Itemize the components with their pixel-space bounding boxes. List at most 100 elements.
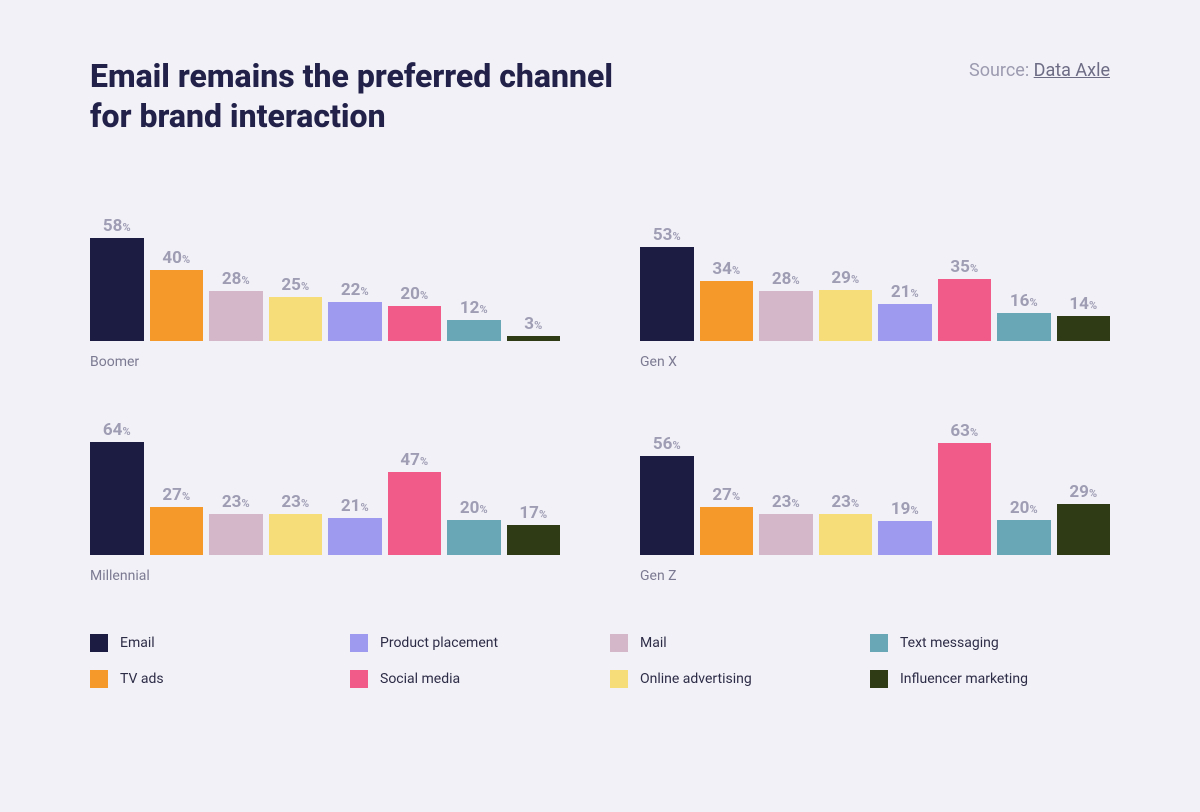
bar-rect xyxy=(90,238,144,341)
bar-rect xyxy=(90,442,144,555)
legend-label: Influencer marketing xyxy=(900,671,1028,687)
bar: 35% xyxy=(938,192,992,341)
bar-value-label: 14% xyxy=(1069,294,1097,314)
bar: 28% xyxy=(209,192,263,341)
bar: 23% xyxy=(819,406,873,555)
bar: 29% xyxy=(1057,406,1111,555)
bar-value-label: 56% xyxy=(653,434,681,454)
bar-rect xyxy=(388,472,442,555)
bar: 40% xyxy=(150,192,204,341)
chart-title: Email remains the preferred channel for … xyxy=(90,56,650,136)
bar-group: 56% 27% 23% 23% 19% 63% 20% 29% xyxy=(640,406,1110,556)
bar-rect xyxy=(209,291,263,341)
bar-rect xyxy=(640,456,694,555)
bar-rect xyxy=(878,304,932,341)
bar: 56% xyxy=(640,406,694,555)
legend-item: Influencer marketing xyxy=(870,670,1110,688)
bar-value-label: 21% xyxy=(891,282,919,302)
bar: 28% xyxy=(759,192,813,341)
bar-value-label: 20% xyxy=(1010,498,1038,518)
bar: 34% xyxy=(700,192,754,341)
bar: 20% xyxy=(388,192,442,341)
legend-label: Social media xyxy=(380,671,460,687)
bar-value-label: 53% xyxy=(653,225,681,245)
bar-rect xyxy=(209,514,263,555)
bar-rect xyxy=(819,514,873,555)
legend-swatch xyxy=(610,634,628,652)
legend-label: Email xyxy=(120,635,155,651)
legend-item: Product placement xyxy=(350,634,590,652)
bar-rect xyxy=(447,320,501,341)
chart-panel: 64%27%23%23%21%47%20%17%Millennial xyxy=(90,406,560,584)
bar: 16% xyxy=(997,192,1051,341)
bar-value-label: 27% xyxy=(712,485,740,505)
bar-rect xyxy=(759,514,813,555)
chart-header: Email remains the preferred channel for … xyxy=(90,56,1110,136)
bar-value-label: 21% xyxy=(341,496,369,516)
bar-rect xyxy=(150,507,204,555)
legend-item: Social media xyxy=(350,670,590,688)
bar-value-label: 22% xyxy=(341,280,369,300)
bar-rect xyxy=(1057,504,1111,555)
bar-value-label: 35% xyxy=(950,257,978,277)
bar-value-label: 20% xyxy=(400,284,428,304)
legend-swatch xyxy=(870,670,888,688)
bar: 23% xyxy=(759,406,813,555)
chart-source: Source: Data Axle xyxy=(969,56,1110,81)
bar-rect xyxy=(269,297,323,341)
bar-value-label: 47% xyxy=(400,450,428,470)
legend-swatch xyxy=(350,670,368,688)
legend-swatch xyxy=(610,670,628,688)
bar-value-label: 40% xyxy=(162,248,190,268)
bar: 3% xyxy=(507,192,561,341)
bar-value-label: 23% xyxy=(831,492,859,512)
panel-name: Millennial xyxy=(90,568,560,584)
bar: 20% xyxy=(447,406,501,555)
panel-name: Boomer xyxy=(90,354,560,370)
bar-rect xyxy=(507,336,561,341)
bar-rect xyxy=(700,507,754,555)
bar: 21% xyxy=(328,406,382,555)
bar: 25% xyxy=(269,192,323,341)
bar-value-label: 29% xyxy=(831,268,859,288)
chart-panel: 58% 40% 28%25% 22% 20% 12% 3% Boomer xyxy=(90,192,560,370)
bar: 23% xyxy=(209,406,263,555)
legend-swatch xyxy=(90,634,108,652)
bar-rect xyxy=(269,514,323,555)
source-link[interactable]: Data Axle xyxy=(1034,60,1110,81)
bar-rect xyxy=(938,443,992,555)
bar-value-label: 58% xyxy=(103,216,131,236)
bar: 27% xyxy=(150,406,204,555)
bar-value-label: 27% xyxy=(162,485,190,505)
bar: 12% xyxy=(447,192,501,341)
bar-value-label: 3% xyxy=(524,314,542,334)
bar: 19% xyxy=(878,406,932,555)
bar-rect xyxy=(328,518,382,555)
bar-value-label: 23% xyxy=(222,492,250,512)
bar-rect xyxy=(640,247,694,341)
bar-group: 58% 40% 28%25% 22% 20% 12% 3% xyxy=(90,192,560,342)
bar-value-label: 23% xyxy=(772,492,800,512)
bar-value-label: 12% xyxy=(460,298,488,318)
bar: 27% xyxy=(700,406,754,555)
source-prefix: Source: xyxy=(969,60,1034,81)
bar-rect xyxy=(507,525,561,555)
bar: 47% xyxy=(388,406,442,555)
bar-rect xyxy=(328,302,382,341)
legend-item: Online advertising xyxy=(610,670,850,688)
bar-rect xyxy=(997,313,1051,341)
bar: 29% xyxy=(819,192,873,341)
bar-rect xyxy=(1057,316,1111,341)
bar-rect xyxy=(819,290,873,341)
bar: 14% xyxy=(1057,192,1111,341)
chart-legend: EmailProduct placementMailText messaging… xyxy=(90,634,1110,688)
chart-panels-grid: 58%40%28%25%22%20%12%3%Boomer53%34%28%29… xyxy=(90,192,1110,584)
bar-rect xyxy=(150,270,204,341)
bar-value-label: 34% xyxy=(712,259,740,279)
bar: 63% xyxy=(938,406,992,555)
legend-label: TV ads xyxy=(120,671,164,687)
chart-panel: 53%34%28%29%21%35%16%14%Gen X xyxy=(640,192,1110,370)
bar-value-label: 20% xyxy=(460,498,488,518)
bar-value-label: 19% xyxy=(891,499,919,519)
bar-value-label: 63% xyxy=(950,421,978,441)
